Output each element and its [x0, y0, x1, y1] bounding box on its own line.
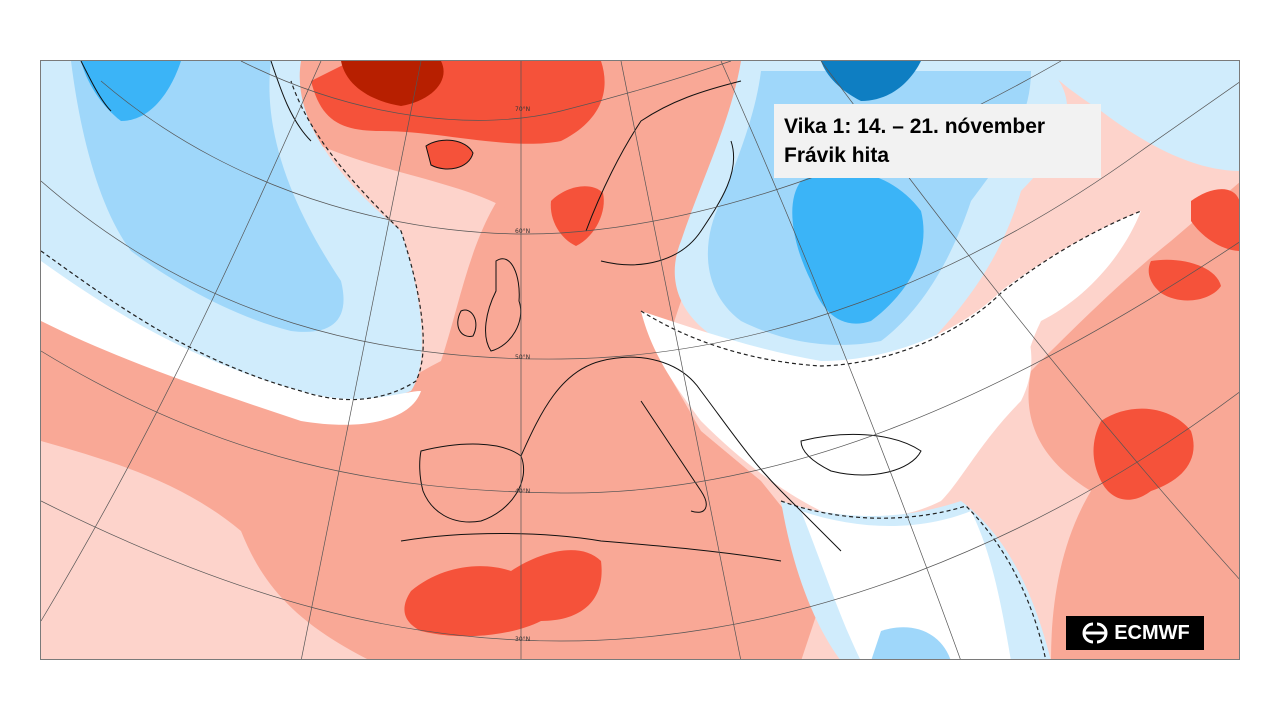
neutral-atlantic-band [41, 261, 421, 425]
ecmwf-logo-text: ECMWF [1114, 621, 1190, 644]
warm-strong-middle-east [1093, 408, 1194, 500]
cool-extreme-arctic [821, 61, 921, 101]
parallel-50 [41, 81, 1239, 360]
warm-medium-region [41, 61, 821, 659]
neutral-southeast [801, 511, 1011, 659]
coast-greenland [80, 61, 312, 142]
meridian-west2 [41, 61, 322, 622]
meridian-east2 [720, 61, 961, 659]
lat-label-30: 30°N [515, 636, 530, 643]
warm-strong-central-asia [1148, 259, 1221, 301]
coast-north-africa [400, 533, 782, 562]
lat-label-60: 60°N [515, 228, 530, 235]
zero-contour-east [640, 210, 1142, 367]
coast-mainland [520, 356, 842, 552]
zero-contour-atlantic [41, 80, 424, 401]
cool-medium-atlantic [71, 61, 344, 332]
warm-extreme-greenland [341, 61, 444, 106]
coast-iceland [425, 139, 474, 170]
coast-iberia [419, 443, 525, 523]
lat-label-40: 40°N [515, 488, 530, 495]
coast-scandinavia [585, 80, 742, 266]
graticule [41, 61, 1239, 659]
coastlines [80, 61, 922, 562]
lat-label-70: 70°N [515, 106, 530, 113]
coast-italy [640, 400, 707, 513]
meridian-west1 [301, 61, 422, 659]
cool-strong-east [792, 171, 924, 324]
coast-black-sea [800, 433, 922, 476]
warm-strong-norway [550, 186, 604, 246]
title-week: Vika 1: 14. – 21. nóvember [784, 115, 1046, 138]
cool-light-arctic-ne [1041, 61, 1239, 171]
cool-medium-southeast [871, 627, 951, 659]
parallel-70 [240, 61, 732, 121]
meridian-east1 [620, 61, 741, 659]
warm-strong-iceland [426, 140, 473, 169]
lat-label-50: 50°N [515, 354, 530, 361]
zero-contour-southeast [780, 500, 1047, 659]
ecmwf-logo: ECMWF [1066, 616, 1204, 650]
map-canvas: 70°N 60°N 50°N 40°N 30°N [41, 61, 1239, 659]
neutral-central-europe [641, 291, 1032, 518]
warm-strong-far-east [1191, 189, 1239, 251]
parallel-40 [41, 241, 1239, 494]
anomaly-map: 70°N 60°N 50°N 40°N 30°N [40, 60, 1240, 660]
warm-strong-sahara [404, 550, 602, 637]
title-box: Vika 1: 14. – 21. nóvember Frávik hita [774, 104, 1101, 178]
neutral-eastern-band [1001, 211, 1141, 381]
ecmwf-logo-icon [1082, 622, 1108, 644]
parallel-30 [41, 392, 1239, 642]
coast-british-isles [457, 258, 522, 352]
title-subtitle: Frávik hita [784, 144, 890, 167]
